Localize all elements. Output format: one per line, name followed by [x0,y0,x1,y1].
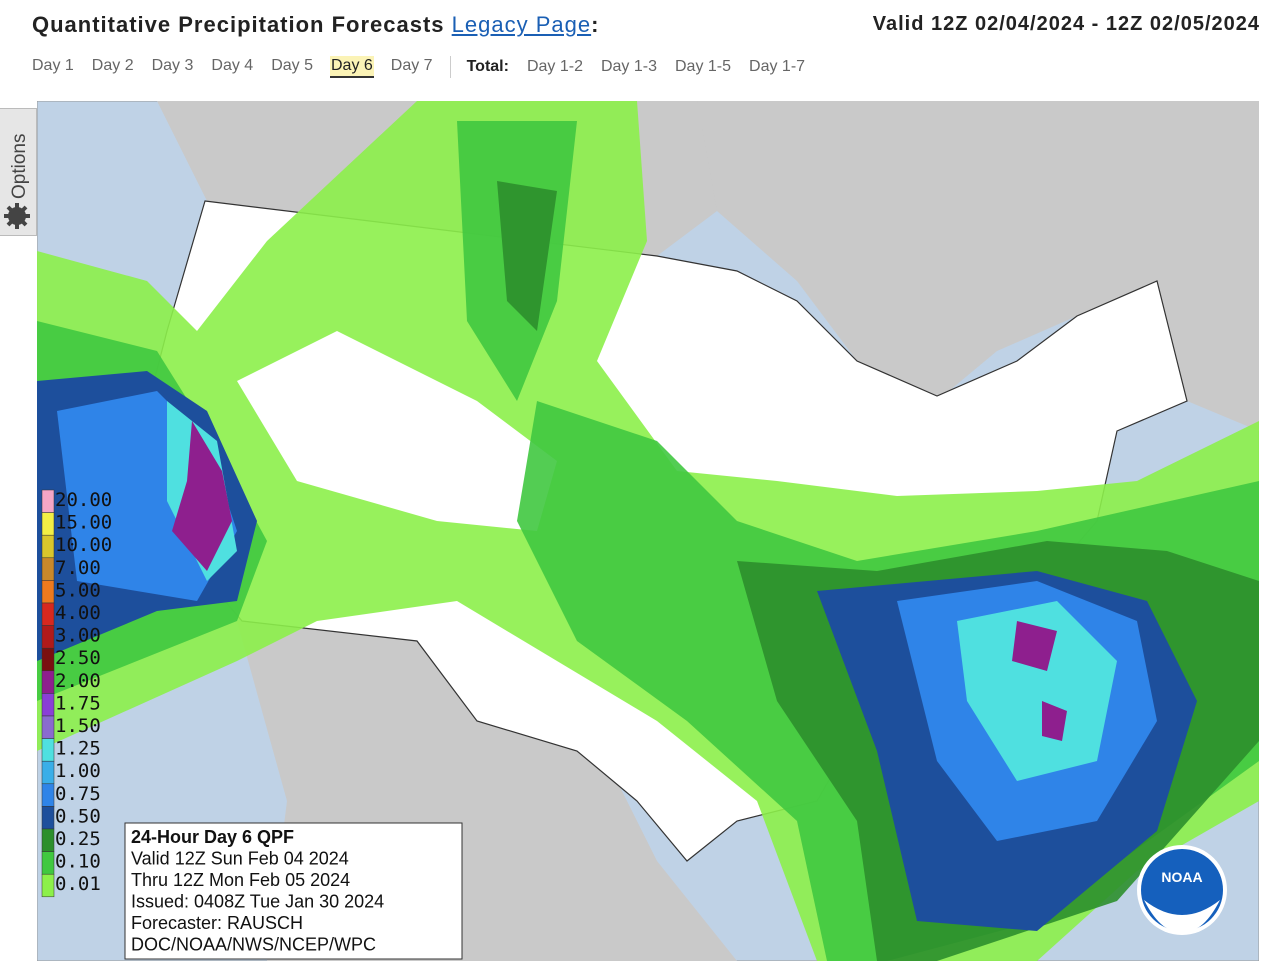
legend-label: 1.25 [55,738,101,760]
legend-label: 1.00 [55,760,101,782]
precip-050 [37,371,1197,931]
day-tab[interactable]: Day 7 [390,57,433,74]
day-tab[interactable]: Day 4 [211,57,254,74]
map: 20.0015.0010.007.005.004.003.002.502.001… [37,101,1259,961]
legend-label: 0.50 [55,805,101,827]
legend-label: 15.00 [55,512,112,534]
canada-east [37,101,1259,431]
legend-label: 20.00 [55,489,112,511]
legend-label: 2.00 [55,670,101,692]
options-label: Options [9,134,30,199]
legend-label: 5.00 [55,579,101,601]
total-tab[interactable]: Day 1-2 [526,58,583,75]
legend-swatch [41,534,55,559]
day-tab[interactable]: Day 3 [151,57,194,74]
legend-swatch [41,783,55,807]
legend-swatch [41,489,55,513]
legend-swatch [41,602,55,626]
legend-swatch [41,647,55,672]
tabs: Day 1 Day 2 Day 3 Day 4 Day 5 Day 6 Day 7 Tota… [31,56,822,78]
colon: : [591,12,600,37]
day-tab[interactable]: Day 6 [329,56,374,78]
legend-swatch [41,806,55,830]
legend-swatch [41,693,55,717]
legend-swatch [41,557,55,581]
legend-swatch [41,580,55,604]
legend-label: 3.00 [55,625,101,647]
day-tab[interactable]: Day 5 [271,57,313,74]
day-tabs: Day 1 Day 2 Day 3 Day 4 Day 5 Day 6 Day 7 [31,56,450,78]
legend-swatch [41,738,55,762]
options-graphic: Options [4,134,30,229]
logo-text: NOAA [1161,869,1202,885]
info-line: 24-Hour Day 6 QPF [131,827,294,847]
legend-label: 1.50 [55,715,101,737]
legend-swatch [41,512,55,536]
options-tab[interactable]: Options [0,108,37,236]
day-tab[interactable]: Day 1 [32,57,74,74]
legend-label: 0.75 [55,783,101,805]
legend-label: 4.00 [55,602,101,624]
legend-swatch [41,670,55,694]
legend-label: 10.00 [55,534,112,556]
legend-swatch [41,873,55,898]
legend-swatch [41,851,55,875]
legend-label: 1.75 [55,692,101,714]
total-tab[interactable]: Day 1-5 [675,58,732,75]
title-text: Quantitative Precipitation Forecasts [32,12,445,37]
legend: 20.0015.0010.007.005.004.003.002.502.001… [41,489,112,898]
day-tab[interactable]: Day 2 [91,57,134,74]
legend-swatch [41,625,55,649]
total-tabs: Day 1-2 Day 1-3 Day 1-5 Day 1-7 [526,57,822,77]
legend-swatch [41,828,55,852]
total-tab[interactable]: Day 1-3 [600,58,657,75]
legend-label: 0.01 [55,873,101,895]
info-line: Forecaster: RAUSCH [131,913,303,933]
legend-label: 7.00 [55,557,101,579]
legend-label: 0.25 [55,828,101,850]
valid-time: Valid 12Z 02/04/2024 - 12Z 02/05/2024 [872,13,1260,35]
legend-swatch [41,760,55,785]
legend-label: 2.50 [55,647,101,669]
info-line: Valid 12Z Sun Feb 04 2024 [131,849,349,869]
separator [449,56,451,78]
total-label: Total: [466,58,509,75]
total-tab[interactable]: Day 1-7 [749,58,806,75]
info-line: Issued: 0408Z Tue Jan 30 2024 [131,892,384,912]
info-line: DOC/NOAA/NWS/NCEP/WPC [131,935,376,955]
legacy-link[interactable]: Legacy Page [451,12,592,37]
gear-icon [4,203,30,229]
info-line: Thru 12Z Mon Feb 05 2024 [131,870,350,890]
legend-swatch [41,715,55,739]
legend-label: 0.10 [55,851,101,873]
header-title: Quantitative Precipitation Forecasts Leg… [32,12,599,38]
noaa-logo: NOAA [1137,845,1227,935]
precip-125 [167,401,1117,781]
info-box [124,822,463,960]
